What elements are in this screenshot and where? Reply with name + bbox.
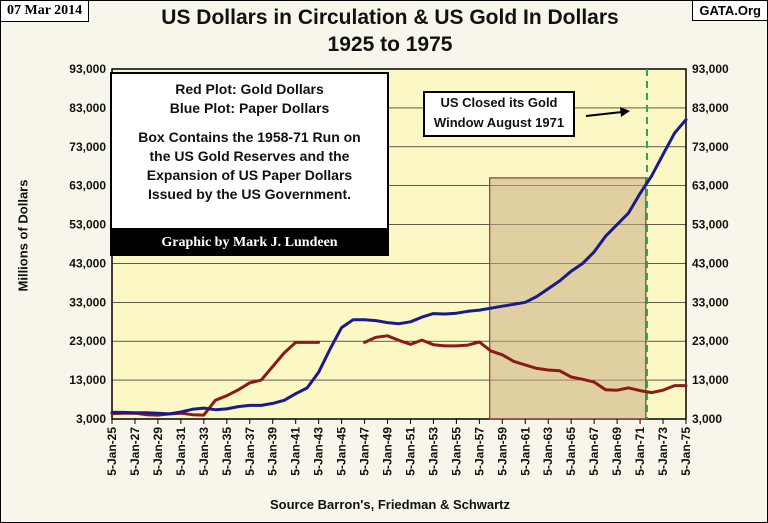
legend-note-line2: the US Gold Reserves and the [149, 148, 350, 164]
x-tick-label: 5-Jan-37 [243, 427, 257, 476]
y-tick-label: 73,000 [69, 140, 106, 154]
credit-banner: Graphic by Mark J. Lundeen [110, 230, 389, 256]
x-tick-label: 5-Jan-67 [587, 427, 601, 476]
x-tick-label: 5-Jan-63 [541, 427, 555, 476]
x-tick-label: 5-Jan-49 [381, 427, 395, 476]
legend-note-line3: Expansion of US Paper Dollars [146, 167, 353, 183]
site-label: GATA.Org [692, 0, 768, 21]
chart-title-line1: US Dollars in Circulation & US Gold In D… [161, 6, 619, 29]
y-tick-label: 83,000 [692, 101, 729, 115]
annotation-box: US Closed its Gold Window August 1971 [423, 91, 575, 137]
y-tick-label: 13,000 [692, 373, 729, 387]
x-axis-title: Source Barron's, Friedman & Schwartz [269, 497, 511, 512]
y-tick-label: 93,000 [692, 62, 729, 76]
y-axis-title: Millions of Dollars [15, 179, 31, 292]
x-tick-label: 5-Jan-33 [197, 427, 211, 476]
x-tick-label: 5-Jan-39 [266, 427, 280, 476]
x-tick-label: 5-Jan-25 [105, 427, 119, 476]
x-tick-label: 5-Jan-35 [220, 427, 234, 476]
x-tick-label: 5-Jan-27 [128, 427, 142, 476]
y-tick-label: 93,000 [69, 62, 106, 76]
highlight-box [489, 177, 647, 420]
series-layer [110, 118, 688, 417]
x-axis: 5-Jan-25 5-Jan-27 5-Jan-29 5-Jan-31 5-Jan-33… [105, 419, 693, 476]
y-tick-label: 33,000 [69, 295, 106, 309]
x-tick-label: 5-Jan-53 [426, 427, 440, 476]
x-tick-label: 5-Jan-61 [518, 427, 532, 476]
x-tick-label: 5-Jan-55 [449, 427, 463, 476]
y-tick-label: 13,000 [69, 373, 106, 387]
legend-red-label: Red Plot: Gold Dollars [175, 81, 324, 97]
x-tick-label: 5-Jan-59 [495, 427, 509, 476]
y-tick-label: 33,000 [692, 295, 729, 309]
x-tick-label: 5-Jan-51 [403, 427, 417, 476]
y-tick-label: 3,000 [692, 412, 722, 426]
y-axis-left: 3,000 13,000 23,000 33,000 43,000 53,000 63,00… [69, 62, 106, 426]
y-tick-label: 23,000 [69, 334, 106, 348]
y-tick-label: 43,000 [692, 256, 729, 270]
gold-dollars-line [363, 334, 688, 395]
legend-note-line1: Box Contains the 1958-71 Run on [138, 129, 361, 145]
y-tick-label: 53,000 [69, 218, 106, 232]
x-tick-label: 5-Jan-31 [174, 427, 188, 476]
annotation-line2: Window August 1971 [433, 115, 565, 130]
y-tick-label: 23,000 [692, 334, 729, 348]
chart-title-line2: 1925 to 1975 [327, 33, 453, 56]
gold-dollars-line [110, 340, 321, 417]
x-tick-label: 5-Jan-71 [633, 427, 647, 476]
y-tick-label: 63,000 [69, 179, 106, 193]
y-tick-label: 83,000 [69, 101, 106, 115]
x-tick-label: 5-Jan-73 [656, 427, 670, 476]
legend-blue-label: Blue Plot: Paper Dollars [169, 100, 330, 116]
legend-box: Red Plot: Gold Dollars Blue Plot: Paper … [110, 72, 389, 230]
x-tick-label: 5-Jan-75 [679, 427, 693, 476]
x-tick-label: 5-Jan-65 [564, 427, 578, 476]
x-tick-label: 5-Jan-29 [151, 427, 165, 476]
annotation-arrow [585, 107, 630, 117]
x-tick-label: 5-Jan-57 [472, 427, 486, 476]
x-tick-label: 5-Jan-43 [312, 427, 326, 476]
y-axis-right: 3,000 13,000 23,000 33,000 43,000 53,000 63,00… [692, 62, 729, 426]
annotation-line1: US Closed its Gold [440, 95, 558, 110]
y-tick-label: 3,000 [76, 412, 106, 426]
legend-note-line4: Issued by the US Government. [147, 186, 352, 202]
y-tick-label: 73,000 [692, 140, 729, 154]
x-tick-label: 5-Jan-69 [610, 427, 624, 476]
x-tick-label: 5-Jan-45 [335, 427, 349, 476]
x-tick-label: 5-Jan-47 [358, 427, 372, 476]
y-tick-label: 63,000 [692, 179, 729, 193]
y-tick-label: 43,000 [69, 256, 106, 270]
y-tick-label: 53,000 [692, 218, 729, 232]
paper-dollars-line [110, 118, 688, 416]
x-tick-label: 5-Jan-41 [289, 427, 303, 476]
date-label: 07 Mar 2014 [0, 0, 90, 22]
